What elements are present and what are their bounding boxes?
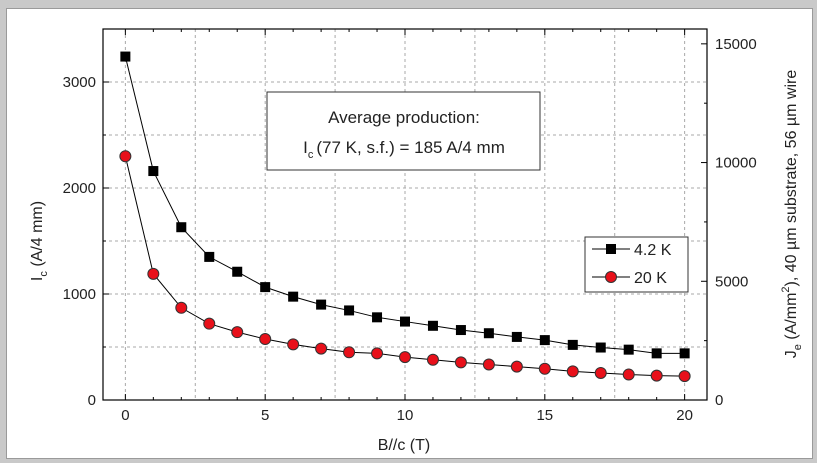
y-axis-label: Ic (A/4 mm) [29, 201, 50, 281]
data-point-20k [231, 326, 244, 339]
data-point-4-2k [288, 291, 299, 302]
data-point-20k [147, 267, 160, 280]
y-tick-label: 3000 [63, 74, 96, 91]
data-point-20k [678, 370, 691, 383]
y2-axis-label: Je (A/mm2), 40 µm substrate, 56 µm wire [780, 70, 804, 359]
y2-axis-label-sub: e [792, 344, 804, 350]
legend-marker-4-2k [606, 244, 616, 254]
data-point-20k [343, 346, 356, 359]
x-tick-label: 10 [397, 407, 414, 424]
ticks: 0 5 10 15 20 0 1000 2000 3000 0 5000 10000 15000 [63, 28, 757, 424]
data-point-20k [482, 358, 495, 371]
series-layer [119, 51, 691, 383]
y2-axis-label-main: J [783, 350, 800, 358]
data-point-4-2k [623, 344, 634, 355]
data-point-4-2k [372, 312, 383, 323]
data-point-20k [259, 333, 272, 346]
data-point-4-2k [344, 305, 355, 316]
data-point-4-2k [511, 331, 522, 342]
y2-axis-label-a: (A/mm [783, 293, 800, 345]
legend-label-4-2k: 4.2 K [634, 242, 672, 259]
data-point-4-2k [148, 166, 159, 177]
annotation-box: Average production: Ic (77 K, s.f.) = 185… [266, 91, 541, 171]
annotation-ic-rest: (77 K, s.f.) = 185 A/4 mm [316, 138, 505, 157]
y2-tick-label: 15000 [715, 36, 757, 53]
data-point-4-2k [400, 316, 410, 327]
y-tick-label: 1000 [63, 286, 96, 303]
data-point-4-2k [539, 335, 550, 346]
y-tick-label: 2000 [63, 180, 96, 197]
data-point-4-2k [595, 342, 606, 353]
y2-tick-label: 10000 [715, 155, 757, 172]
data-point-4-2k [679, 348, 690, 359]
x-tick-label: 20 [676, 407, 693, 424]
data-point-20k [566, 365, 579, 378]
data-point-20k [371, 347, 384, 360]
annotation-line2: Ic (77 K, s.f.) = 185 A/4 mm [303, 138, 505, 161]
y-axis-label-main: I [29, 277, 46, 281]
data-point-4-2k [316, 299, 327, 310]
data-point-20k [510, 360, 523, 373]
data-point-20k [594, 366, 607, 379]
y-axis-label-rest: (A/4 mm) [29, 201, 46, 271]
data-point-4-2k [120, 51, 131, 62]
x-tick-label: 15 [536, 407, 553, 424]
annotation-line1: Average production: [328, 108, 480, 127]
data-point-20k [399, 351, 411, 364]
data-point-4-2k [232, 266, 243, 277]
chart-frame: 0 5 10 15 20 0 1000 2000 3000 0 5000 10000 15000 Ave… [6, 8, 813, 459]
data-point-4-2k [455, 325, 466, 336]
y2-axis-label-sup: 2 [780, 286, 792, 292]
chart-svg: 0 5 10 15 20 0 1000 2000 3000 0 5000 10000 15000 Ave… [29, 28, 804, 454]
data-point-20k [622, 368, 635, 381]
data-point-4-2k [483, 328, 494, 339]
x-axis-label: B//c (T) [378, 437, 430, 454]
data-point-20k [454, 356, 467, 369]
legend: 4.2 K 20 K [584, 236, 689, 293]
y-tick-label: 0 [88, 392, 96, 409]
data-point-20k [650, 369, 663, 382]
x-tick-label: 5 [261, 407, 269, 424]
y2-axis-label-b: ), 40 µm substrate, 56 µm wire [783, 70, 800, 287]
data-point-4-2k [176, 222, 187, 233]
data-point-20k [315, 342, 328, 355]
data-point-20k [426, 353, 439, 366]
data-point-4-2k [567, 339, 578, 350]
y2-tick-label: 5000 [715, 273, 748, 290]
data-point-20k [175, 301, 188, 314]
data-point-20k [119, 150, 132, 163]
data-point-20k [538, 362, 551, 375]
grid-lines [103, 28, 707, 400]
data-point-4-2k [427, 320, 438, 331]
data-point-4-2k [260, 282, 271, 293]
data-point-20k [287, 338, 300, 351]
data-point-4-2k [651, 348, 662, 359]
y2-tick-label: 0 [715, 392, 723, 409]
annotation-ic-sub: c [308, 149, 314, 161]
legend-label-20k: 20 K [634, 270, 667, 287]
x-tick-label: 0 [121, 407, 129, 424]
annotation-ic-main: I [303, 138, 308, 157]
data-point-4-2k [204, 251, 215, 262]
legend-marker-20k [605, 271, 617, 283]
data-point-20k [203, 317, 216, 330]
y-axis-label-sub: c [38, 271, 50, 277]
